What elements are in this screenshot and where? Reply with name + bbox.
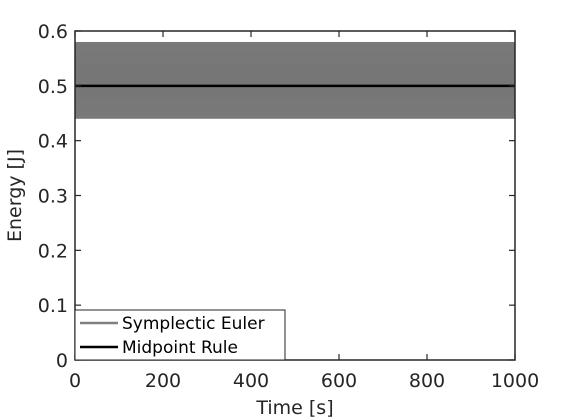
y-tick-label-3: 0.3 (38, 186, 68, 208)
y-tick-label-1: 0.1 (38, 295, 68, 317)
x-tick-label-0: 0 (69, 370, 81, 392)
y-axis-title: Energy [J] (4, 149, 26, 242)
x-tick-label-3: 600 (321, 370, 357, 392)
x-tick-label-4: 800 (409, 370, 445, 392)
y-tick-label-5: 0.5 (38, 76, 68, 98)
y-tick-label-0: 0 (56, 350, 68, 372)
y-tick-label-2: 0.2 (38, 240, 68, 262)
y-tick-label-6: 0.6 (38, 21, 68, 43)
x-axis-title: Time [s] (255, 397, 333, 419)
x-tick-label-5: 1000 (491, 370, 539, 392)
x-tick-label-2: 400 (233, 370, 269, 392)
legend-box (74, 309, 286, 361)
legend-label-midpoint-rule: Midpoint Rule (122, 338, 238, 358)
series-symplectic-euler-line (74, 41, 516, 119)
x-tick-label-1: 200 (145, 370, 181, 392)
y-tick-label-4: 0.4 (38, 131, 68, 153)
legend-label-symplectic-euler: Symplectic Euler (122, 314, 265, 334)
legend: Symplectic Euler Midpoint Rule (74, 309, 286, 361)
